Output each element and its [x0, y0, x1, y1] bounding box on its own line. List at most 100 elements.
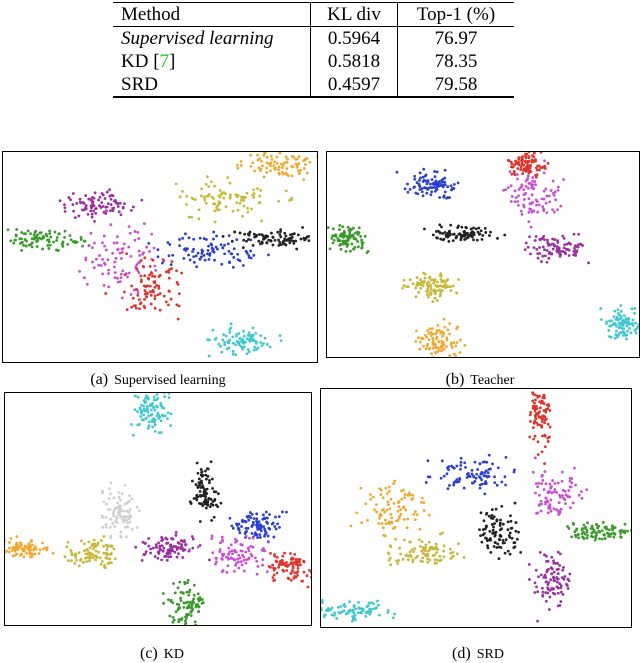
point [487, 547, 490, 550]
point [392, 482, 395, 485]
point [265, 167, 268, 170]
point [425, 555, 428, 558]
point [423, 228, 426, 231]
point [586, 528, 589, 531]
point [305, 237, 308, 240]
point [552, 180, 555, 183]
point [191, 547, 194, 550]
point [387, 609, 390, 612]
point [544, 503, 547, 506]
point [544, 419, 547, 422]
point [543, 402, 546, 405]
point [547, 257, 550, 260]
point [304, 151, 307, 152]
point [272, 536, 275, 539]
point [93, 266, 96, 269]
point [205, 478, 208, 481]
point [527, 187, 530, 190]
point [404, 187, 407, 190]
point [528, 436, 531, 439]
point [227, 564, 230, 567]
point [452, 285, 455, 288]
point [97, 199, 100, 202]
point [233, 570, 236, 573]
point [64, 230, 67, 233]
point [366, 605, 369, 608]
point [192, 238, 195, 241]
point [540, 503, 543, 506]
point [166, 241, 169, 244]
point [235, 238, 238, 241]
point [227, 547, 230, 550]
point [215, 557, 218, 560]
point [416, 276, 419, 279]
point [176, 281, 179, 284]
point [172, 538, 175, 541]
point [198, 217, 201, 220]
point [263, 528, 266, 531]
point [103, 245, 106, 248]
point [84, 207, 87, 210]
point [251, 555, 254, 558]
point [428, 347, 431, 350]
point [536, 485, 539, 488]
point [140, 259, 143, 262]
point [442, 196, 445, 199]
point [381, 509, 384, 512]
point [559, 586, 562, 589]
point [109, 492, 112, 495]
point [577, 233, 580, 236]
point [414, 510, 417, 513]
point [307, 239, 310, 242]
point [441, 232, 444, 235]
point [79, 198, 82, 201]
point [534, 414, 537, 417]
point [523, 198, 526, 201]
point [231, 240, 234, 243]
point [413, 185, 416, 188]
point [225, 335, 228, 338]
point [145, 394, 148, 397]
point [635, 332, 638, 335]
point [531, 160, 534, 163]
point [154, 555, 157, 558]
point [25, 245, 28, 248]
point [559, 552, 562, 555]
point [541, 450, 544, 453]
point [252, 338, 255, 341]
point [431, 333, 434, 336]
point [178, 292, 181, 295]
point [75, 559, 78, 562]
point [543, 434, 546, 437]
point [435, 290, 438, 293]
point [278, 173, 281, 176]
point [296, 158, 299, 161]
point [116, 248, 119, 251]
point [107, 272, 110, 275]
point [562, 497, 565, 500]
point [505, 538, 508, 541]
point [552, 248, 555, 251]
point [83, 240, 86, 243]
citation[interactable]: 7 [160, 51, 170, 72]
point [543, 171, 546, 174]
point [581, 527, 584, 530]
point [213, 185, 216, 188]
point [182, 606, 185, 609]
point [230, 322, 233, 325]
point [429, 183, 432, 186]
point [181, 556, 184, 559]
point [195, 255, 198, 258]
point [134, 546, 137, 549]
point [243, 335, 246, 338]
point [189, 258, 192, 261]
point [467, 236, 470, 239]
point [276, 156, 279, 159]
point [117, 491, 120, 494]
point [130, 423, 133, 426]
point [289, 552, 292, 555]
point [261, 242, 264, 245]
point [622, 327, 625, 330]
point [561, 569, 564, 572]
point [354, 608, 357, 611]
